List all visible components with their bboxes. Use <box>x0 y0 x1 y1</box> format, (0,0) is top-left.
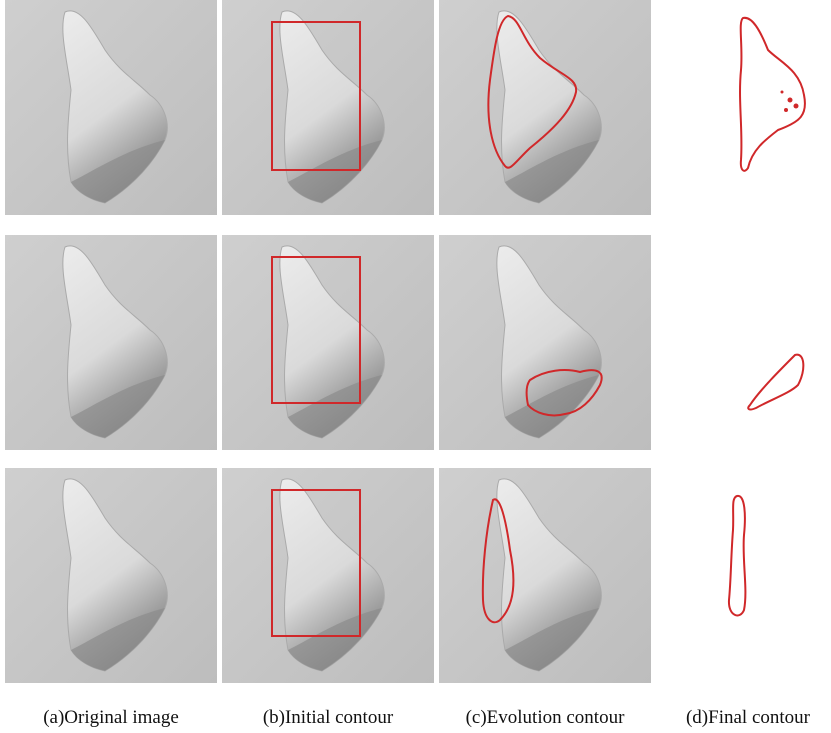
contour-dot <box>784 108 788 112</box>
caption: (b)Initial contour <box>263 707 394 728</box>
final-contour <box>740 18 805 171</box>
rock-image <box>439 235 651 450</box>
figure: (a)Original image (b)Initial contour (c)… <box>0 0 831 733</box>
contour-dots <box>781 91 799 113</box>
page: {"captions": ["(a)Original image", "(b)I… <box>0 0 831 733</box>
rock-image <box>5 0 217 215</box>
final-contour <box>729 496 745 616</box>
caption: (d)Final contour <box>686 707 811 728</box>
contour-dot <box>788 98 793 103</box>
rock-image <box>5 468 217 683</box>
caption: (c)Evolution contour <box>466 707 625 728</box>
rock-image <box>439 0 651 215</box>
rock-image <box>222 235 434 450</box>
final-contour <box>748 355 803 410</box>
rock-image <box>439 468 651 683</box>
image-grid <box>5 0 651 683</box>
contour-dot <box>794 104 799 109</box>
contour-dot <box>781 91 784 94</box>
caption: (a)Original image <box>43 707 179 728</box>
rock-image <box>222 0 434 215</box>
captions: (a)Original image (b)Initial contour (c)… <box>43 707 810 728</box>
rock-image <box>5 235 217 450</box>
rock-image <box>222 468 434 683</box>
